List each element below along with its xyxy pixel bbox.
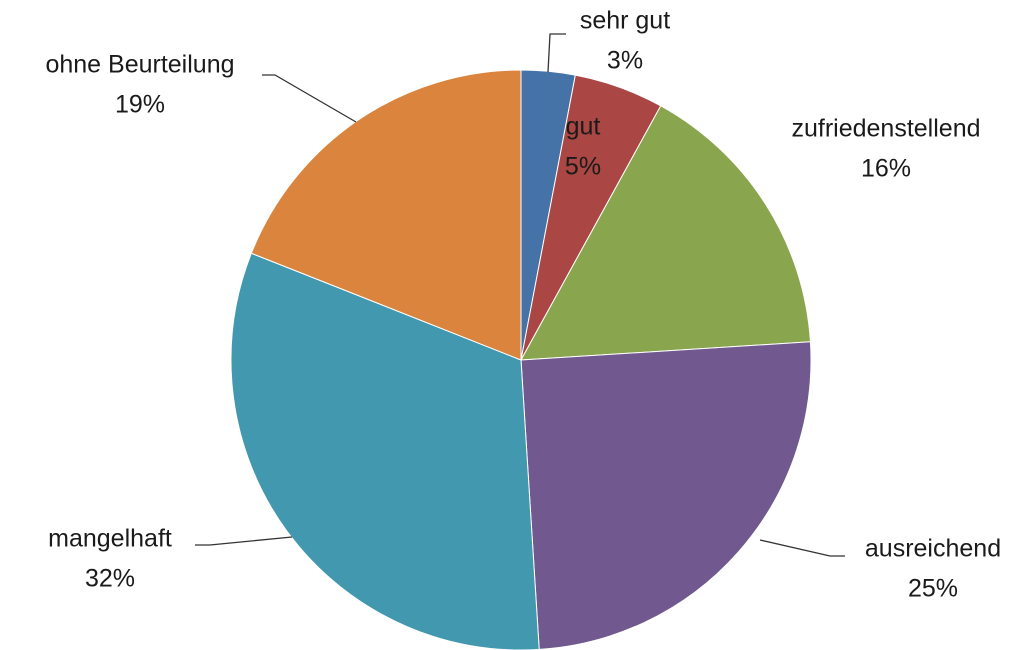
- pie-slice: [521, 342, 811, 650]
- value-label: 3%: [607, 47, 643, 75]
- value-label: 19%: [115, 91, 165, 119]
- category-label: zufriedenstellend: [791, 115, 980, 143]
- category-label: ausreichend: [865, 535, 1001, 563]
- leader-line: [548, 34, 566, 72]
- category-label: ohne Beurteilung: [45, 51, 234, 79]
- category-label: gut: [566, 113, 601, 141]
- value-label: 5%: [565, 153, 601, 181]
- value-label: 16%: [861, 155, 911, 183]
- page: {"chart_data": {"type": "pie", "categori…: [0, 0, 1032, 650]
- category-label: sehr gut: [580, 7, 670, 35]
- leader-line: [262, 75, 356, 122]
- leader-line: [760, 540, 845, 556]
- leader-line: [195, 537, 292, 545]
- chart: sehr gut 3% gut 5% zufriedenstellend 16% ausre…: [0, 0, 1032, 650]
- value-label: 32%: [85, 565, 135, 593]
- category-label: mangelhaft: [48, 525, 172, 553]
- value-label: 25%: [908, 575, 958, 603]
- pie: [231, 70, 811, 650]
